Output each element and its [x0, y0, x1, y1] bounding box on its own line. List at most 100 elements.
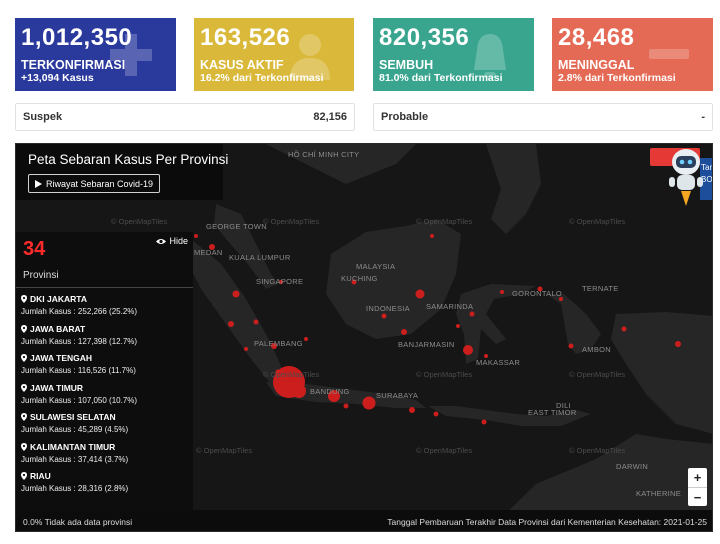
deaths-card: 28,468 MENINGGAL 2.8% dari Terkonfirmasi [552, 18, 713, 91]
tile-watermark: © OpenMapTiles [416, 217, 473, 226]
case-circle-kepulauan-riau [279, 280, 283, 284]
province-item[interactable]: JAWA TENGAH Jumlah Kasus : 116,526 (11.7%… [21, 352, 191, 382]
history-button-label: Riwayat Sebaran Covid-19 [46, 178, 154, 189]
province-name: JAWA BARAT [30, 323, 86, 334]
case-circle-yogyakarta [343, 403, 349, 409]
recovered-sub: 81.0% dari Terkonfirmasi [379, 72, 503, 84]
label-hochiminh: HỒ CHÍ MINH CITY [288, 150, 360, 159]
map-pin-icon [21, 442, 27, 451]
tile-watermark: © OpenMapTiles [196, 446, 253, 455]
province-name: RIAU [30, 471, 51, 481]
tile-watermark: © OpenMapTiles [569, 217, 626, 226]
province-cases: Jumlah Kasus : 127,398 (12.7%) [21, 336, 138, 346]
label-samarinda: SAMARINDA [426, 302, 474, 311]
case-circle-riau [232, 290, 240, 298]
province-name: JAWA TENGAH [30, 353, 93, 363]
side-tab[interactable]: Tan BO [700, 158, 712, 200]
province-item[interactable]: SULAWESI SELATAN Jumlah Kasus : 45,289 (4… [21, 411, 191, 441]
suspect-row: Suspek 82,156 [15, 103, 355, 131]
sumatra-landmass [186, 239, 286, 384]
java-landmass [266, 382, 426, 408]
province-name-row: JAWA BARAT [21, 323, 191, 335]
case-circle-banten [275, 381, 281, 387]
map-pin-icon [21, 354, 27, 362]
province-item[interactable]: JAWA BARAT Jumlah Kasus : 127,398 (12.7%) [21, 323, 191, 353]
recovered-label: SEMBUH [379, 58, 434, 72]
label-palembang: PALEMBANG [254, 339, 303, 348]
case-circle-kalimantan-timur [415, 289, 425, 299]
case-circle-sulawesi-selatan [463, 345, 473, 355]
map-pin-icon [21, 472, 27, 480]
province-name: KALIMANTAN TIMUR [30, 441, 116, 452]
label-singapore: SINGAPORE [256, 277, 304, 286]
footer-update-date: Tanggal Pembaruan Terakhir Data Provinsi… [387, 516, 707, 527]
case-circle-ntt [481, 419, 487, 425]
province-name: SULAWESI SELATAN [30, 412, 116, 422]
tile-watermark: © OpenMapTiles [111, 217, 168, 226]
map-pin-icon [21, 324, 27, 333]
province-name-row: SULAWESI SELATAN [21, 411, 191, 423]
case-circle-sumatra-utara [209, 244, 215, 250]
papua-landmass [611, 312, 712, 434]
zoom-out-button[interactable]: − [688, 487, 707, 506]
label-makassar: MAKASSAR [476, 358, 521, 367]
case-circle-papua [675, 341, 681, 347]
eye-icon [156, 238, 167, 244]
case-circle-maluku-utara [559, 297, 563, 301]
label-ambon: AMBON [582, 345, 612, 354]
province-name-row: JAWA TIMUR [21, 382, 191, 394]
province-name-row: RIAU [21, 470, 191, 482]
province-item[interactable]: DKI JAKARTA Jumlah Kasus : 252,266 (25.2%… [21, 293, 191, 323]
hide-label: Hide [169, 236, 188, 246]
label-indonesia: INDONESIA [366, 304, 410, 313]
case-circle-sumatra-selatan [271, 343, 277, 349]
history-button[interactable]: Riwayat Sebaran Covid-19 [28, 174, 161, 193]
case-circle-jawa-barat [292, 384, 306, 398]
province-cases: Jumlah Kasus : 45,289 (4.5%) [21, 425, 129, 434]
province-panel: 34 Provinsi Hide DKI JAKARTA Jumlah Kasus… [16, 232, 193, 510]
philippines-landmass [486, 144, 541, 234]
province-cases: Jumlah Kasus : 116,526 (11.7%) [21, 366, 136, 375]
province-cases: Jumlah Kasus : 37,414 (3.7%) [21, 454, 129, 464]
label-georgetown: GEORGE TOWN [206, 222, 267, 231]
province-item[interactable]: JAWA TIMUR Jumlah Kasus : 107,050 (10.7%) [21, 382, 191, 412]
map-canvas[interactable] [16, 144, 713, 532]
map-pin-icon [21, 413, 27, 421]
tile-watermark: © OpenMapTiles [263, 217, 320, 226]
australia-landmass [488, 434, 712, 531]
case-circle-aceh [194, 234, 198, 238]
province-count: 34 [23, 238, 46, 260]
case-circle-jawa-timur [362, 396, 376, 410]
case-circle-kalimantan-selatan [401, 329, 407, 335]
map-footer: 0.0% Tidak ada data provinsi Tanggal Pem… [16, 510, 712, 531]
suspect-value: 82,156 [313, 111, 347, 123]
label-dili: DILI [556, 401, 571, 410]
mainland-landmass [176, 144, 416, 184]
footer-no-data: 0.0% Tidak ada data provinsi [23, 516, 133, 527]
case-circle-bali [409, 407, 415, 413]
minus-icon [649, 49, 689, 59]
map-title: Peta Sebaran Kasus Per Provinsi [28, 152, 229, 167]
case-circle-ntb [433, 411, 439, 417]
borneo-landmass [326, 219, 461, 339]
label-ternate: TERNATE [582, 284, 619, 293]
province-item[interactable]: KALIMANTAN TIMUR Jumlah Kasus : 37,414 (3… [21, 441, 191, 471]
case-circle-sulawesi-barat [456, 324, 460, 328]
sulawesi-landmass [456, 284, 536, 364]
case-circle-bangka-belitung [304, 337, 308, 341]
hide-button[interactable]: Hide [156, 236, 188, 246]
confirmed-value: 1,012,350 [21, 24, 133, 51]
province-name: DKI JAKARTA [30, 294, 87, 304]
tile-watermark: © OpenMapTiles [263, 370, 320, 379]
case-circle-maluku [568, 343, 574, 349]
province-name-row: JAWA TENGAH [21, 352, 191, 364]
case-circle-gorontalo [500, 290, 504, 294]
province-map[interactable]: HỒ CHÍ MINH CITY GEORGE TOWN MEDAN KUALA… [15, 143, 713, 532]
label-darwin: DARWIN [616, 462, 649, 471]
robot-mascot-icon[interactable] [664, 144, 713, 208]
zoom-in-button[interactable]: + [693, 470, 702, 485]
province-item[interactable]: RIAU Jumlah Kasus : 28,316 (2.8%) [21, 470, 191, 500]
province-list[interactable]: DKI JAKARTA Jumlah Kasus : 252,266 (25.2%… [21, 293, 191, 500]
probable-label: Probable [381, 111, 429, 123]
maluku-landmass [546, 294, 601, 354]
